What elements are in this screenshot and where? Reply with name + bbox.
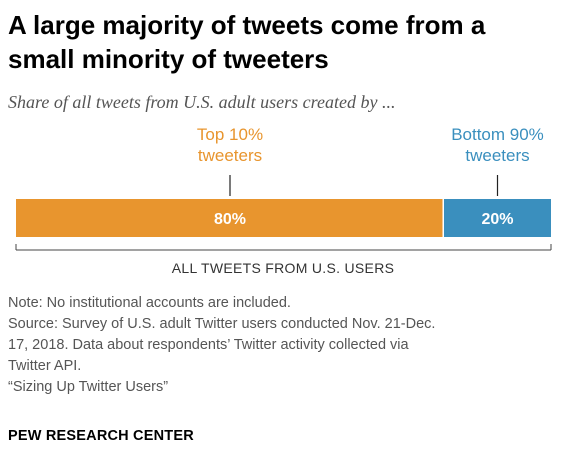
data-label: 20% — [481, 211, 513, 228]
chart-title: A large majority of tweets come from a s… — [8, 10, 486, 74]
source-line: Twitter API. — [8, 358, 82, 374]
stacked-bar-chart: Top 10% tweeters Bottom 90% tweeters 80% 20%… — [15, 125, 552, 276]
series-label: Top 10% — [197, 125, 263, 144]
chart-subtitle: Share of all tweets from U.S. adult user… — [8, 92, 396, 112]
series-label: Bottom 90% — [451, 125, 544, 144]
axis-label: ALL TWEETS FROM U.S. USERS — [172, 260, 395, 276]
source-line: Source: Survey of U.S. adult Twitter use… — [8, 316, 436, 332]
source-line: 17, 2018. Data about respondents’ Twitte… — [8, 337, 409, 353]
note-text: Note: No institutional accounts are incl… — [8, 295, 291, 311]
report-title: “Sizing Up Twitter Users” — [8, 379, 169, 395]
data-label: 80% — [214, 211, 246, 228]
bar-segment — [16, 199, 443, 237]
notes: Note: No institutional accounts are incl… — [8, 293, 558, 398]
series-label: tweeters — [465, 146, 529, 165]
bars: 80% 20% — [16, 199, 551, 237]
bar-segment — [444, 199, 551, 237]
series-labels: Top 10% tweeters Bottom 90% tweeters — [197, 125, 544, 196]
pew-logo-text: PEW RESEARCH CENTER — [8, 428, 194, 444]
axis-bracket: ALL TWEETS FROM U.S. USERS — [15, 244, 552, 276]
series-label: tweeters — [198, 146, 262, 165]
